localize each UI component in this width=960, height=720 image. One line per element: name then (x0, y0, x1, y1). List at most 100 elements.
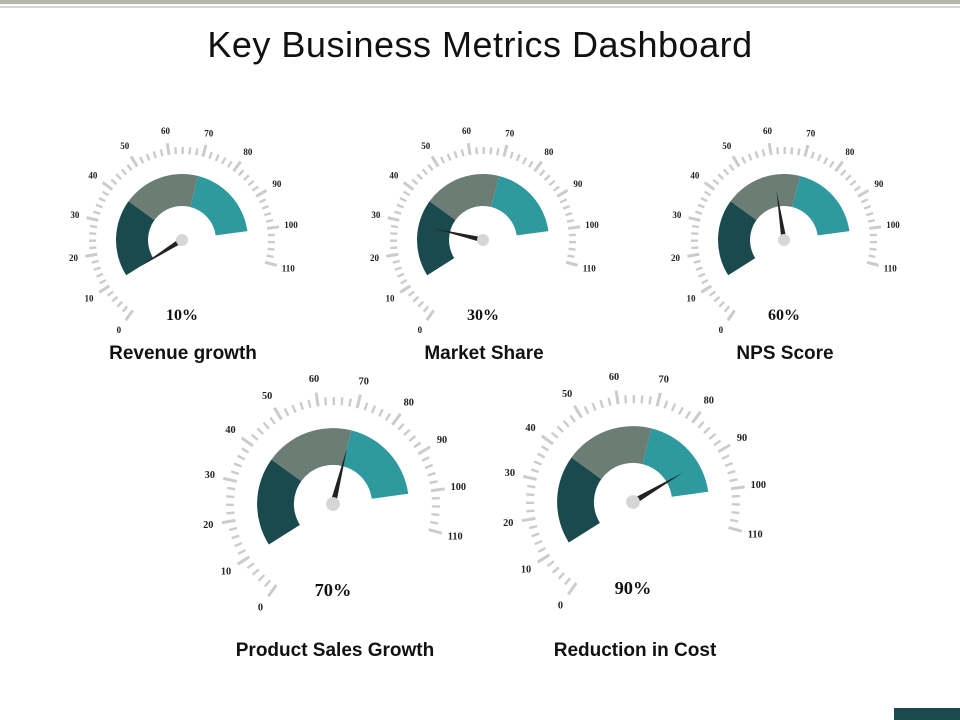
gauge-major-tick (568, 225, 581, 230)
gauge-minor-tick (412, 295, 420, 303)
gauge-tick-label: 100 (751, 480, 766, 491)
gauge-major-tick (691, 410, 702, 424)
gauge-minor-tick (868, 254, 876, 259)
gauge-major-tick (267, 225, 280, 230)
gauge-band-mid (128, 174, 199, 221)
gauge-minor-tick (403, 428, 411, 437)
gauge-minor-tick (747, 153, 753, 161)
gauge-minor-tick (237, 548, 247, 555)
gauge-minor-tick (729, 478, 738, 483)
gauge-title-market-share: Market Share (424, 343, 544, 364)
gauge-tick-label: 30 (505, 468, 515, 479)
gauge-minor-tick (684, 410, 692, 420)
gauge-minor-tick (538, 169, 546, 177)
gauge-minor-tick (111, 295, 119, 303)
gauge-tick-label: 30 (672, 210, 682, 220)
gauge-tick-label: 50 (120, 141, 130, 151)
gauge-minor-tick (106, 290, 114, 297)
gauge-major-tick (98, 284, 111, 294)
gauge-tick-label: 110 (748, 530, 763, 541)
gauge-tick-label: 50 (562, 389, 572, 400)
gauge-minor-tick (411, 178, 419, 186)
gauge-minor-tick (723, 305, 731, 313)
gauge-minor-tick (399, 196, 407, 203)
gauge-minor-tick (394, 210, 402, 215)
gauge-major-tick (386, 252, 399, 258)
gauge-minor-tick (427, 163, 434, 172)
gauge-minor-tick (93, 210, 101, 215)
gauge-minor-tick (394, 266, 402, 271)
gauge-minor-tick (712, 178, 720, 186)
gauge-minor-tick (392, 259, 400, 264)
gauge-tick-label: 40 (389, 170, 399, 180)
gauge-minor-tick (860, 198, 869, 204)
gauge-minor-tick (429, 480, 438, 485)
gauge-hub (326, 497, 340, 511)
gauge-tick-label: 60 (609, 372, 619, 383)
gauge-minor-tick (340, 397, 344, 406)
gauge-minor-tick (515, 154, 521, 162)
gauge-minor-tick (691, 224, 700, 229)
corner-accent (894, 708, 960, 720)
gauge-tick-label: 80 (704, 396, 714, 407)
gauge-minor-tick (424, 463, 434, 470)
gauge-minor-tick (227, 486, 236, 491)
gauge-minor-tick (188, 147, 192, 155)
gauge-band-low (257, 459, 302, 545)
gauge-minor-tick (91, 259, 99, 264)
gauge-tick-label: 60 (763, 126, 773, 136)
gauge-minor-tick (697, 420, 705, 429)
gauge-band-mid (571, 426, 652, 480)
gauge-tick-label: 30 (70, 210, 80, 220)
gauge-minor-tick (822, 157, 829, 165)
gauge-major-tick (236, 555, 251, 566)
gauge-minor-tick (120, 168, 128, 176)
gauge-minor-tick (390, 246, 398, 250)
gauge-major-tick (533, 160, 543, 173)
gauge-minor-tick (246, 562, 255, 570)
gauge-tick-label: 30 (205, 470, 215, 481)
gauge-major-tick (402, 181, 415, 191)
gauge-minor-tick (446, 153, 452, 161)
gauge-minor-tick (534, 539, 543, 546)
gauge-major-tick (232, 160, 242, 173)
gauge-minor-tick (695, 210, 703, 215)
gauge-minor-tick (698, 272, 706, 278)
gauge-minor-tick (126, 163, 133, 172)
gauge-major-tick (391, 412, 402, 426)
gauge-minor-tick (417, 300, 425, 308)
gauge-tick-label: 10 (221, 567, 231, 578)
gauge-minor-tick (228, 526, 238, 532)
gauge-tick-label: 0 (719, 325, 724, 335)
gauge-tick-label: 10 (84, 294, 94, 304)
gauge-band-low (115, 201, 155, 276)
gauge-minor-tick (568, 247, 576, 251)
gauge-minor-tick (816, 154, 822, 162)
gauge-minor-tick (263, 579, 271, 588)
gauge-major-tick (730, 485, 745, 491)
gauge-minor-tick (527, 484, 536, 489)
gauge-major-tick (355, 394, 362, 409)
gauge-needle (631, 472, 683, 505)
gauge-major-tick (264, 260, 278, 267)
gauge-band-mid (730, 174, 801, 221)
gauge-minor-tick (257, 574, 266, 582)
gauge-minor-tick (537, 452, 546, 459)
gauge-minor-tick (559, 198, 568, 204)
gauge-minor-tick (591, 402, 597, 411)
gauge-minor-tick (307, 399, 312, 408)
gauge-major-tick (565, 260, 579, 267)
gauge-minor-tick (115, 173, 123, 181)
gauge-major-tick (425, 309, 435, 322)
gauge-tick-label: 90 (437, 435, 447, 446)
gauge-minor-tick (551, 566, 560, 574)
gauge-minor-tick (390, 224, 399, 229)
gauge-minor-tick (677, 406, 684, 416)
top-border-thin (0, 6, 960, 8)
gauge-tick-label: 100 (284, 220, 298, 230)
gauge-tick-label: 0 (418, 325, 423, 335)
gauge-minor-tick (564, 211, 573, 217)
gauge-minor-tick (421, 456, 430, 462)
